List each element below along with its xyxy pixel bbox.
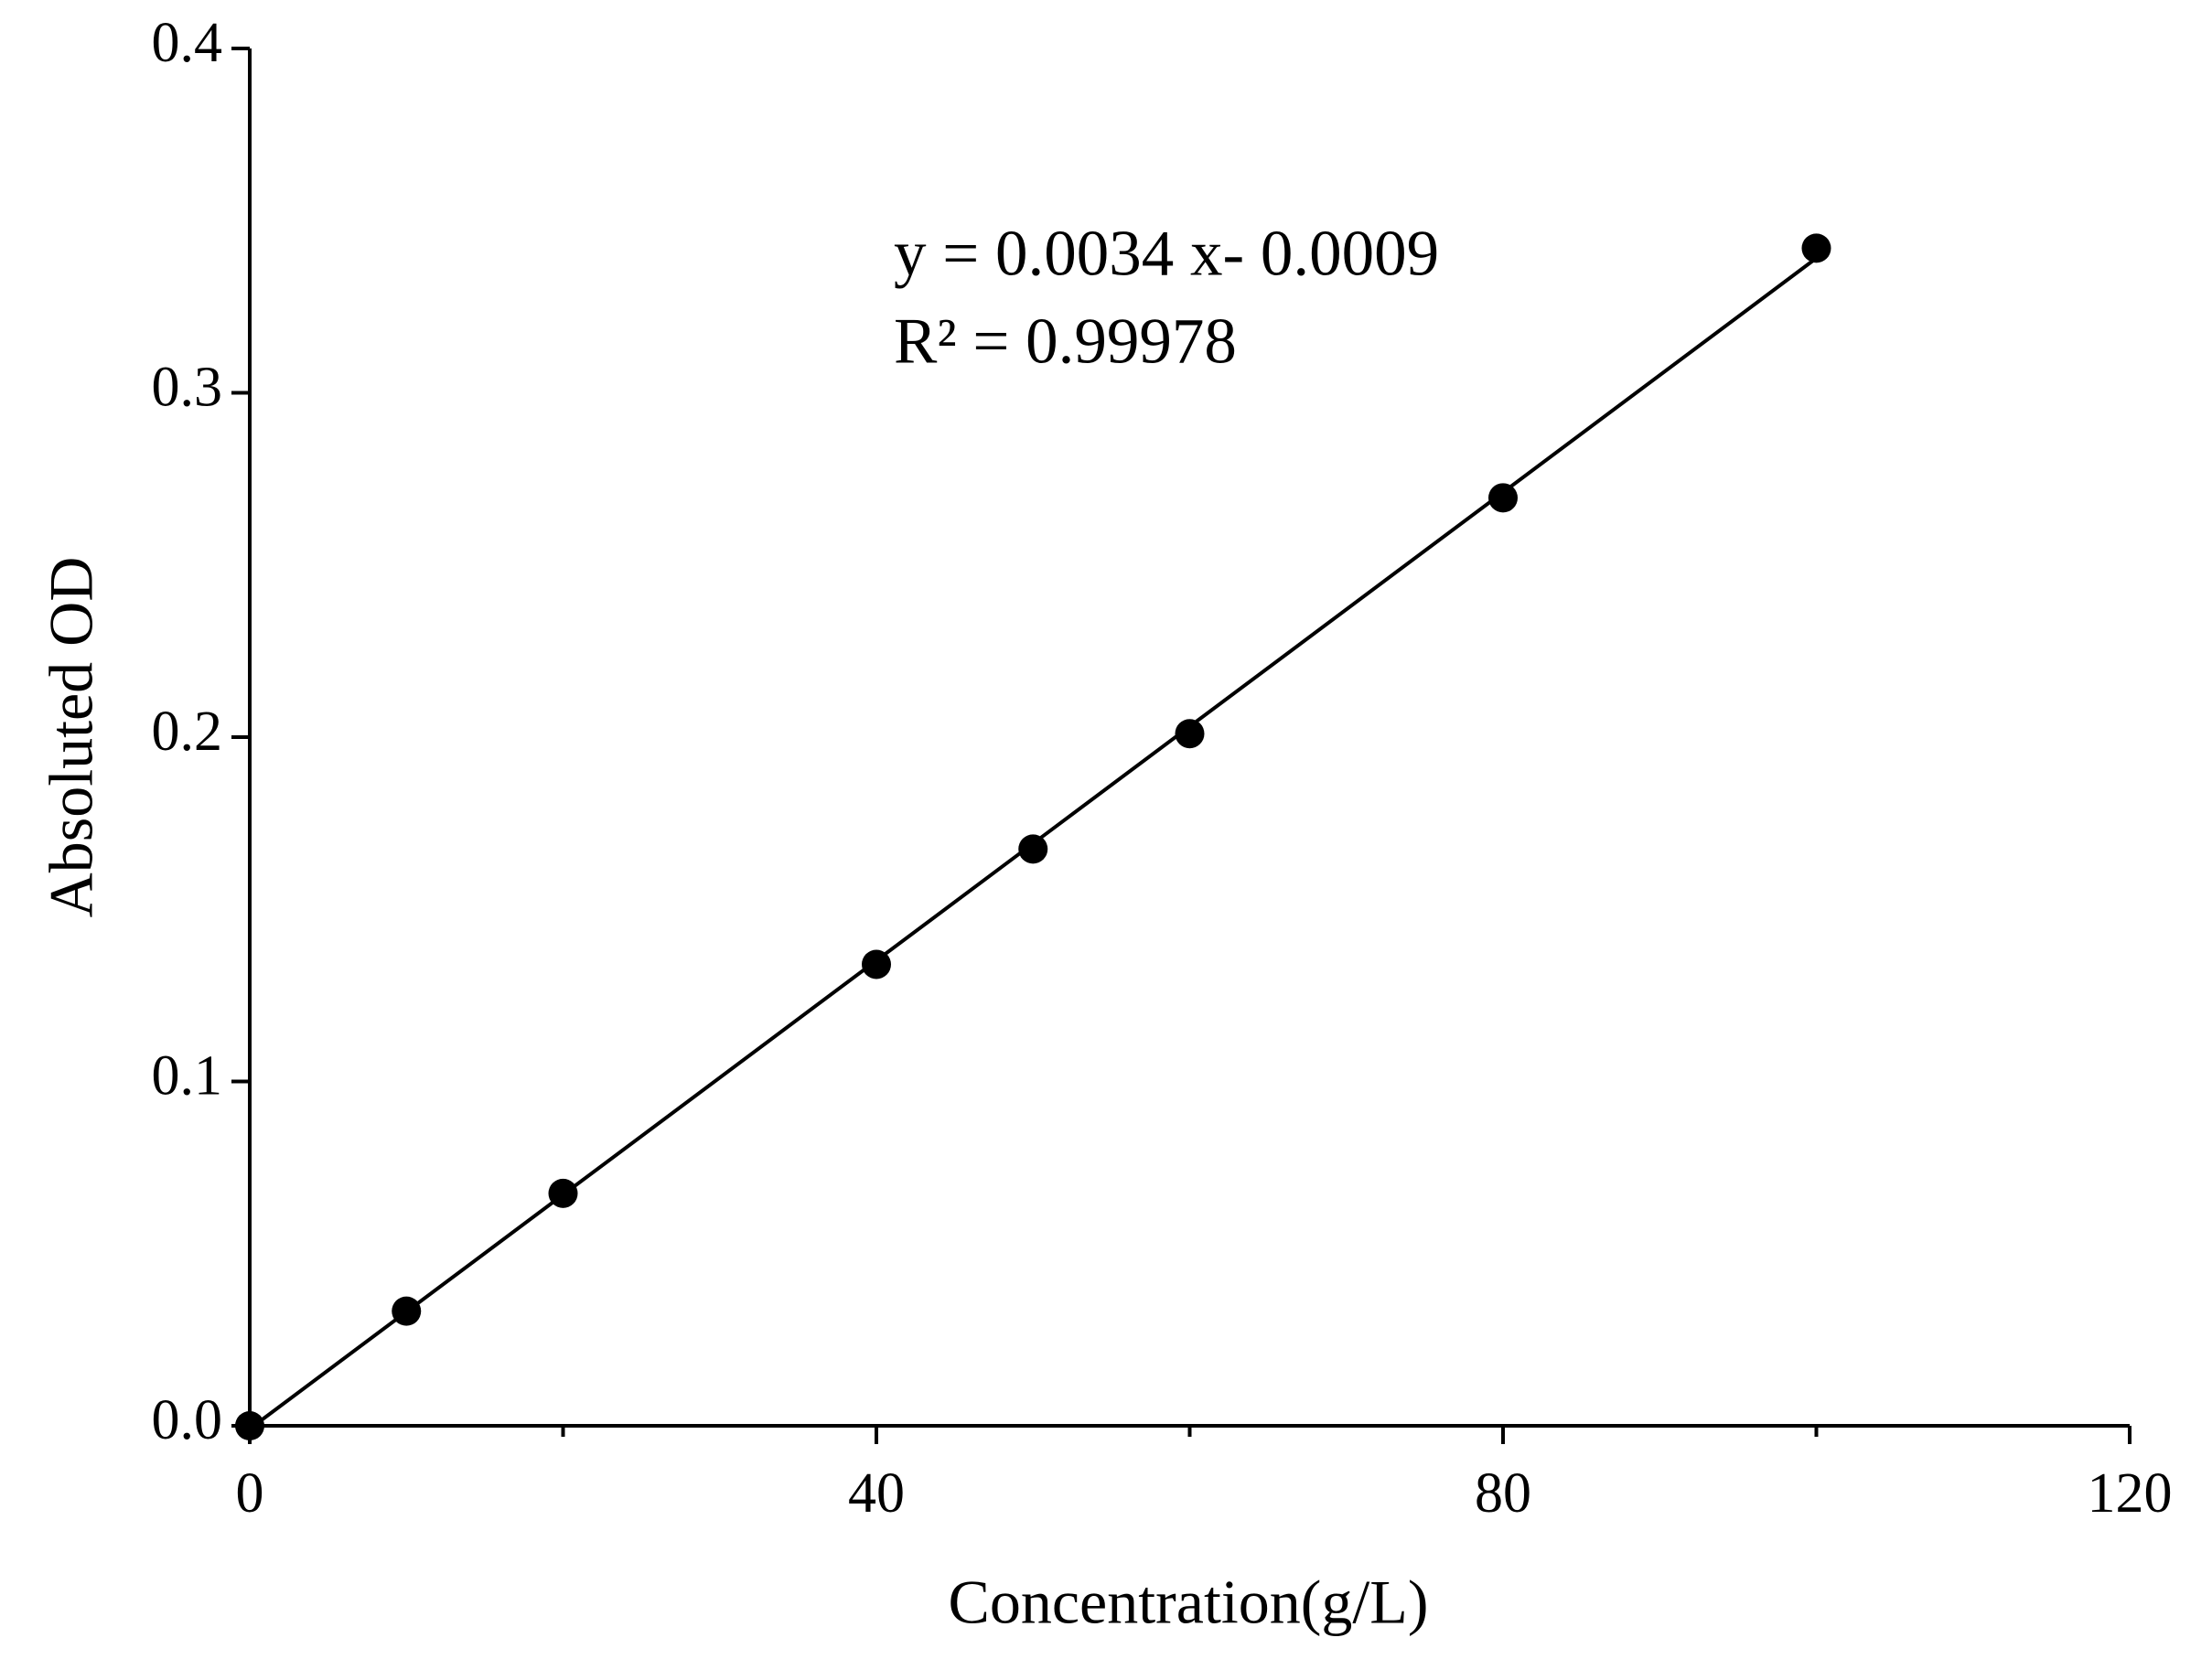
data-point <box>1801 233 1831 263</box>
r-squared: R² = 0.99978 <box>894 305 1237 377</box>
data-point <box>1175 719 1205 749</box>
x-tick-label: 0 <box>236 1462 264 1525</box>
y-tick-label: 0.3 <box>152 357 223 419</box>
data-point <box>1018 834 1048 864</box>
x-axis-title: Concentration(g/L) <box>949 1568 1429 1637</box>
x-tick-label: 40 <box>848 1462 905 1525</box>
data-point <box>1488 483 1518 513</box>
data-point <box>392 1296 422 1326</box>
y-axis-title: Absoluted OD <box>37 557 106 918</box>
data-point <box>862 949 891 979</box>
x-tick-label: 120 <box>2088 1462 2173 1525</box>
y-tick-label: 0.2 <box>152 701 223 763</box>
equation: y = 0.0034 x- 0.0009 <box>894 218 1439 289</box>
y-tick-label: 0.4 <box>152 12 223 74</box>
data-point <box>548 1178 578 1208</box>
data-point <box>235 1411 264 1440</box>
y-tick-label: 0.1 <box>152 1045 223 1108</box>
x-tick-label: 80 <box>1475 1462 1531 1525</box>
y-tick-label: 0.0 <box>152 1389 223 1451</box>
